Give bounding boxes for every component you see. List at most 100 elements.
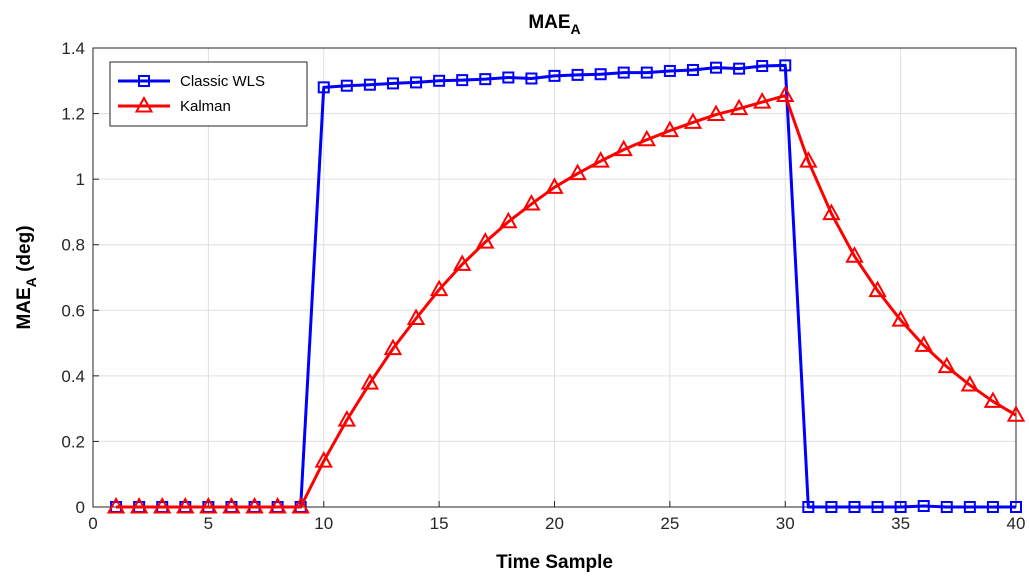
data-point-kalman — [914, 335, 933, 352]
data-point-kalman — [776, 85, 795, 103]
data-point-kalman — [614, 139, 633, 157]
data-point-kalman — [545, 177, 564, 194]
axis-ticks: 0 5 10 15 20 25 30 35 40 0 0.2 0.4 0.6 0.8 1 1.2 1.4 — [61, 39, 1025, 533]
x-tick-label: 0 — [88, 514, 97, 533]
data-point-kalman — [799, 151, 818, 168]
legend-marker — [134, 95, 154, 113]
y-tick-label: 0 — [76, 498, 85, 517]
data-point-classic-wls — [663, 64, 676, 77]
data-point-classic-wls — [571, 68, 584, 81]
y-tick-label: 0.8 — [61, 236, 85, 255]
data-point-kalman — [106, 496, 126, 514]
data-point-classic-wls — [617, 66, 630, 79]
data-point-classic-wls — [940, 501, 953, 513]
data-point-kalman — [129, 496, 149, 514]
data-point-kalman — [660, 120, 680, 138]
x-axis-label: Time Sample — [496, 552, 613, 573]
series-kalman — [106, 85, 1026, 514]
data-point-kalman — [176, 496, 195, 514]
data-point-classic-wls — [756, 60, 769, 73]
series-line-classic-wls — [116, 63, 1016, 509]
y-tick-label: 1.4 — [61, 39, 85, 58]
legend-entry-classic-wls: Classic WLS — [118, 73, 265, 90]
data-point-kalman — [337, 410, 357, 427]
data-point-kalman — [360, 373, 380, 390]
data-point-classic-wls — [963, 501, 976, 513]
y-tick-label: 0.6 — [61, 301, 85, 320]
x-tick-label: 25 — [660, 514, 679, 533]
data-point-classic-wls — [525, 72, 538, 85]
data-point-kalman — [429, 279, 449, 297]
data-point-classic-wls — [340, 79, 353, 92]
data-point-kalman — [291, 496, 310, 514]
data-point-classic-wls — [502, 71, 515, 84]
data-point-classic-wls — [894, 501, 907, 513]
x-tick-label: 20 — [545, 514, 564, 533]
data-point-classic-wls — [433, 74, 446, 87]
data-point-classic-wls — [802, 501, 815, 513]
x-tick-label: 35 — [891, 514, 910, 533]
data-point-classic-wls — [594, 68, 607, 81]
data-point-kalman — [822, 203, 841, 221]
y-tick-label: 1 — [76, 170, 85, 189]
data-point-kalman — [476, 232, 495, 249]
data-point-kalman — [314, 451, 333, 468]
y-axis-label: MAEA (deg) — [14, 225, 39, 329]
data-point-classic-wls — [640, 66, 653, 79]
data-point-classic-wls — [733, 62, 746, 75]
y-tick-label: 1.2 — [61, 105, 85, 124]
legend-marker — [138, 75, 150, 87]
data-point-kalman — [845, 246, 864, 263]
data-point-kalman — [591, 151, 610, 168]
data-point-kalman — [891, 310, 910, 327]
data-point-classic-wls — [871, 501, 884, 513]
data-point-kalman — [406, 308, 426, 325]
data-point-kalman — [706, 104, 726, 122]
y-tick-label: 0.4 — [61, 367, 85, 386]
data-point-kalman — [268, 496, 287, 514]
chart-title: MAEA — [528, 12, 580, 37]
data-point-classic-wls — [825, 501, 838, 513]
data-point-classic-wls — [548, 69, 561, 82]
data-point-kalman — [499, 211, 518, 229]
x-tick-label: 10 — [314, 514, 333, 533]
data-point-classic-wls — [410, 76, 423, 89]
series-classic-wls — [110, 59, 1022, 513]
data-point-classic-wls — [986, 501, 999, 513]
data-point-classic-wls — [317, 81, 330, 94]
x-tick-label: 30 — [776, 514, 795, 533]
data-point-kalman — [153, 496, 172, 514]
legend-label: Classic WLS — [180, 73, 265, 90]
data-point-classic-wls — [779, 59, 792, 72]
data-point-kalman — [222, 496, 241, 514]
y-tick-label: 0.2 — [61, 432, 85, 451]
data-point-kalman — [960, 374, 980, 392]
legend: Classic WLS Kalman — [109, 61, 308, 127]
data-point-kalman — [383, 338, 403, 356]
legend-entry-kalman: Kalman — [118, 95, 231, 115]
data-point-classic-wls — [386, 77, 399, 90]
data-point-kalman — [637, 129, 656, 147]
data-point-classic-wls — [686, 63, 699, 76]
x-tick-label: 5 — [204, 514, 213, 533]
data-point-kalman — [522, 194, 541, 211]
data-point-kalman — [868, 280, 887, 298]
data-point-kalman — [199, 496, 218, 514]
data-point-classic-wls — [917, 500, 930, 513]
data-point-kalman — [453, 254, 472, 271]
data-point-kalman — [752, 92, 772, 109]
data-point-classic-wls — [710, 61, 723, 74]
x-tick-label: 15 — [430, 514, 449, 533]
data-point-kalman — [937, 356, 956, 374]
series-group — [106, 59, 1026, 514]
data-point-kalman — [1006, 405, 1026, 422]
data-point-classic-wls — [363, 78, 376, 91]
data-point-classic-wls — [479, 73, 492, 86]
series-line-kalman — [116, 94, 1017, 509]
x-tick-label: 40 — [1007, 514, 1026, 533]
data-point-classic-wls — [1010, 501, 1022, 513]
data-point-kalman — [983, 391, 1003, 408]
data-point-classic-wls — [848, 501, 861, 513]
data-point-classic-wls — [456, 74, 469, 87]
